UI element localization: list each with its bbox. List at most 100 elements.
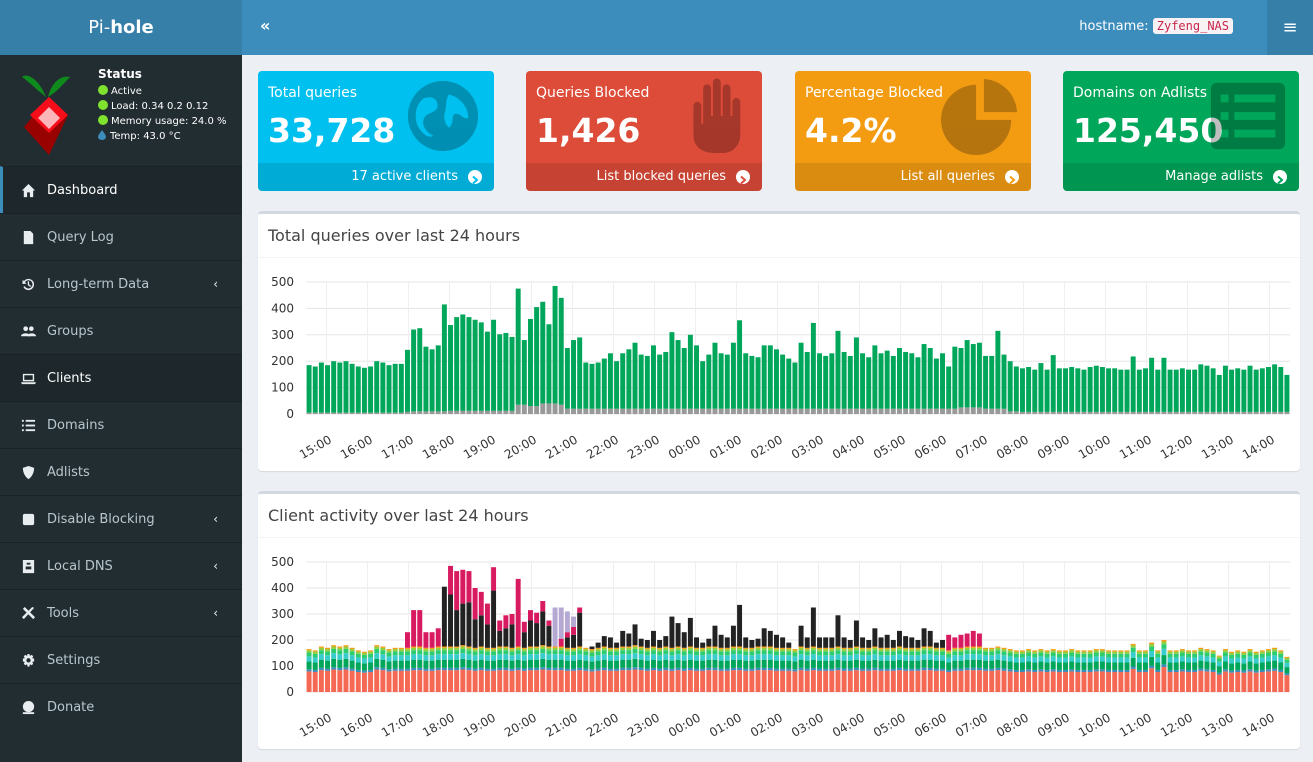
bar-segment [491,670,497,692]
bar-segment [380,646,386,648]
bar-segment [964,654,970,660]
bar-segment [995,667,1001,671]
bar-segment [1026,652,1032,657]
bar-segment [847,668,853,671]
bar-segment [1247,652,1253,657]
bar-segment [484,668,490,671]
bar-segment [614,655,620,661]
bar-segment [1259,669,1265,673]
bar-segment [337,646,343,648]
arrow-circle-right-icon [1273,170,1287,185]
bar-segment [1124,650,1130,652]
box-footer-link[interactable]: 17 active clients [258,163,494,191]
bar-segment [571,660,576,669]
bar-segment [860,651,866,656]
address-book-icon [20,558,36,574]
bar-segment [872,670,878,692]
bar-segment [368,672,374,692]
bar-segment [318,670,324,692]
x-tick-label: 04:00 [830,710,867,739]
bar-segment [1235,650,1241,652]
x-tick-label: 04:00 [830,432,867,461]
sidebar-item-clients[interactable]: Clients [0,354,242,401]
bar-segment [860,649,866,652]
bar-segment [398,670,404,692]
bar-segment [786,649,792,652]
bar-segment [915,660,921,669]
bar-segment [749,649,755,652]
gear-icon [20,652,36,668]
bar-segment [755,654,761,660]
bar-segment [872,667,878,671]
bar-segment [1124,662,1130,670]
box-footer-link[interactable]: List all queries [795,163,1031,191]
bar-segment [1216,658,1222,662]
x-tick-label: 10:00 [1076,710,1113,739]
box-footer-link[interactable]: List blocked queries [526,163,762,191]
bar-segment [392,670,398,692]
bar-blocked [866,408,872,414]
logo[interactable]: Pi-hole [0,0,242,55]
bar-segment [687,650,693,655]
bar-segment [466,667,472,671]
bar-segment [1259,653,1265,658]
bar-segment [737,650,743,655]
bar-segment [724,647,730,650]
bar-blocked [1167,411,1173,414]
bar-segment [1056,662,1062,670]
sidebar-item-domains[interactable]: Domains [0,401,242,448]
bar-segment [804,637,810,648]
sidebar-item-dashboard[interactable]: Dashboard [0,166,242,213]
bar-segment [558,670,564,692]
sidebar-item-query-log[interactable]: Query Log [0,213,242,260]
bar-segment [897,670,902,692]
sidebar-item-long-term-data[interactable]: Long-term Data ‹ [0,260,242,307]
control-sidebar-toggle-button[interactable]: ≡ [1267,0,1313,55]
bar-segment [1167,650,1173,652]
bar-segment [361,663,367,671]
bar-segment [318,667,324,671]
sidebar-item-donate[interactable]: Donate [0,683,242,730]
box-footer-link[interactable]: Manage adlists [1063,163,1299,191]
sidebar-item-local-dns[interactable]: Local DNS ‹ [0,542,242,589]
bar-segment [786,642,792,648]
bar-permitted [681,348,687,409]
sidebar-item-groups[interactable]: Groups [0,307,242,354]
bar-segment [478,659,484,668]
bar-segment [398,660,404,669]
sidebar-item-adlists[interactable]: Adlists [0,448,242,495]
bar-segment [700,655,706,661]
bar-segment [521,647,527,650]
bar-permitted [749,355,755,409]
bar-blocked [1099,411,1105,414]
bar-segment [472,647,478,650]
sidebar-item-tools[interactable]: Tools ‹ [0,589,242,636]
bar-segment [1013,662,1019,670]
bar-segment [595,668,601,671]
bar-segment [380,654,386,660]
bar-segment [1155,672,1161,692]
status-box: Status Active Load: 0.34 0.2 0.12 Memory… [98,67,227,144]
bar-segment [1001,649,1007,652]
bar-segment [737,646,743,648]
bar-permitted [853,337,859,409]
x-tick-label: 19:00 [461,710,498,739]
bar-blocked [644,408,650,414]
bar-segment [454,659,460,668]
bar-segment [792,669,798,672]
bar-permitted [669,332,675,409]
bar-segment [521,649,527,652]
bar-segment [417,650,423,655]
bar-segment [368,653,374,658]
sidebar-item-disable-blocking[interactable]: Disable Blocking ‹ [0,495,242,542]
bar-segment [860,647,866,650]
sidebar-item-settings[interactable]: Settings [0,636,242,683]
sidebar-collapse-button[interactable]: « [260,16,271,35]
bar-segment [380,667,386,671]
bar-permitted [361,367,367,413]
bar-segment [460,658,466,668]
bar-segment [1007,671,1013,692]
bar-segment [890,670,896,692]
